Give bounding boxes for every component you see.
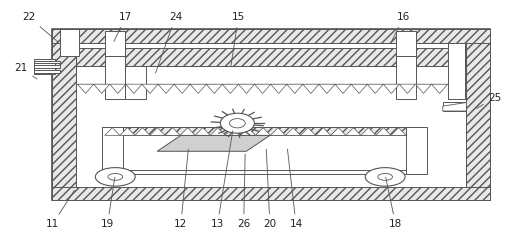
Bar <box>105 56 125 99</box>
Polygon shape <box>443 102 466 111</box>
Text: 26: 26 <box>237 154 250 229</box>
Polygon shape <box>190 84 206 93</box>
Bar <box>60 29 79 56</box>
Text: 15: 15 <box>231 12 245 66</box>
Text: 20: 20 <box>263 149 277 229</box>
Polygon shape <box>120 128 135 135</box>
Text: 12: 12 <box>174 149 188 229</box>
Polygon shape <box>158 84 174 93</box>
Polygon shape <box>432 84 447 93</box>
Polygon shape <box>238 84 255 93</box>
Polygon shape <box>315 128 331 135</box>
Bar <box>396 56 416 99</box>
Polygon shape <box>331 128 346 135</box>
Polygon shape <box>105 128 120 135</box>
Polygon shape <box>270 128 286 135</box>
Polygon shape <box>210 128 225 135</box>
Polygon shape <box>361 128 376 135</box>
Polygon shape <box>335 84 351 93</box>
Bar <box>105 30 125 56</box>
Polygon shape <box>346 128 361 135</box>
Polygon shape <box>222 84 238 93</box>
Bar <box>76 66 466 84</box>
Polygon shape <box>174 84 190 93</box>
Polygon shape <box>165 128 180 135</box>
Bar <box>443 102 466 111</box>
Polygon shape <box>180 128 195 135</box>
Polygon shape <box>225 128 241 135</box>
Text: 13: 13 <box>211 131 233 229</box>
Polygon shape <box>319 84 335 93</box>
Polygon shape <box>447 84 464 93</box>
Bar <box>102 127 424 135</box>
Bar <box>34 59 55 74</box>
Polygon shape <box>303 84 319 93</box>
Bar <box>76 48 466 66</box>
Polygon shape <box>94 84 110 93</box>
Bar <box>52 187 490 200</box>
Polygon shape <box>376 128 391 135</box>
Bar <box>34 70 60 73</box>
Polygon shape <box>287 84 303 93</box>
Text: 16: 16 <box>391 12 410 41</box>
Polygon shape <box>416 84 432 93</box>
Bar <box>52 29 76 200</box>
Bar <box>102 127 424 174</box>
Polygon shape <box>255 84 270 93</box>
Polygon shape <box>195 128 210 135</box>
Bar <box>466 29 490 200</box>
Text: 24: 24 <box>156 12 182 73</box>
Circle shape <box>95 168 135 186</box>
Circle shape <box>365 168 405 186</box>
Polygon shape <box>206 84 222 93</box>
Polygon shape <box>241 128 255 135</box>
Text: 22: 22 <box>22 12 58 42</box>
Polygon shape <box>351 84 367 93</box>
Bar <box>102 127 123 174</box>
Text: 25: 25 <box>477 93 502 108</box>
Ellipse shape <box>220 113 255 133</box>
Text: 11: 11 <box>46 190 74 229</box>
Circle shape <box>108 173 123 180</box>
Text: 17: 17 <box>114 12 133 41</box>
Polygon shape <box>301 128 315 135</box>
Bar <box>52 29 490 200</box>
Polygon shape <box>255 128 270 135</box>
Polygon shape <box>78 84 94 93</box>
Bar <box>125 66 146 99</box>
Polygon shape <box>399 84 416 93</box>
Polygon shape <box>157 135 270 151</box>
Polygon shape <box>367 84 383 93</box>
Polygon shape <box>270 84 287 93</box>
Polygon shape <box>391 128 406 135</box>
Bar <box>448 43 465 99</box>
Bar <box>34 61 60 63</box>
Polygon shape <box>383 84 399 93</box>
Bar <box>406 127 427 174</box>
Polygon shape <box>135 128 150 135</box>
Text: 19: 19 <box>101 177 115 229</box>
Polygon shape <box>110 84 126 93</box>
Circle shape <box>378 173 392 180</box>
Ellipse shape <box>230 119 245 128</box>
Text: 18: 18 <box>386 177 402 229</box>
Polygon shape <box>126 84 142 93</box>
Polygon shape <box>286 128 301 135</box>
Text: 14: 14 <box>288 149 303 229</box>
Bar <box>396 30 416 56</box>
Text: 21: 21 <box>14 63 37 79</box>
Bar <box>52 29 490 43</box>
Polygon shape <box>142 84 158 93</box>
Bar <box>34 65 60 68</box>
Polygon shape <box>150 128 165 135</box>
